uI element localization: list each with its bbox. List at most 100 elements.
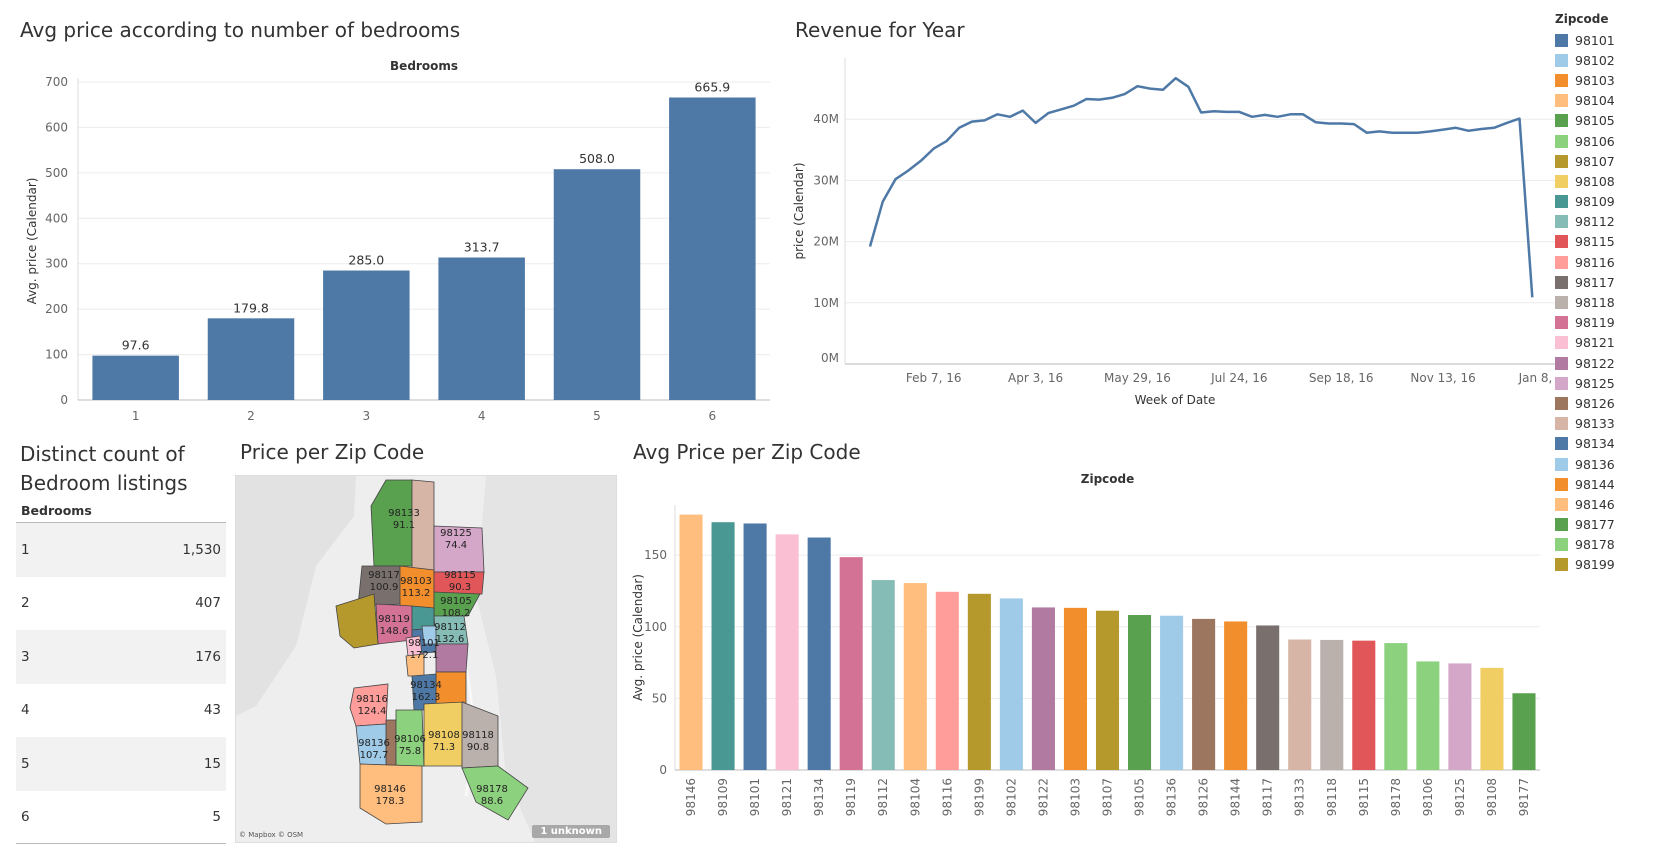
legend-item[interactable]: 98144 (1555, 474, 1667, 494)
map-region-98102 (421, 625, 437, 645)
map-region-zip-label: 98106 (394, 734, 426, 745)
bar-zip-98126 (1192, 618, 1216, 770)
x-tick-label: 98117 (1261, 778, 1275, 816)
x-tick-label: Apr 3, 16 (1008, 371, 1063, 385)
bar-value-label: 508.0 (579, 151, 615, 166)
legend-item[interactable]: 98106 (1555, 131, 1667, 151)
legend-item[interactable]: 98107 (1555, 151, 1667, 171)
legend-swatch (1555, 538, 1568, 552)
legend-label: 98144 (1575, 476, 1615, 492)
table-cell-bedrooms: 3 (21, 648, 30, 665)
table-cell-count: 176 (195, 648, 221, 665)
x-tick-label: 98177 (1517, 778, 1531, 816)
legend-item[interactable]: 98103 (1555, 70, 1667, 90)
bar-zip-98115 (1352, 640, 1376, 770)
legend-title: Zipcode (1555, 12, 1609, 26)
legend-label: 98126 (1575, 395, 1615, 411)
zip-map[interactable]: 98133 91.1 98125 74.4 98117 100.9 98103 113.2 98… (235, 475, 617, 843)
legend-item[interactable]: 98115 (1555, 232, 1667, 252)
y-tick-label: 100 (45, 348, 68, 362)
legend-item[interactable]: 98104 (1555, 91, 1667, 111)
bar-zip-98109 (711, 522, 735, 770)
legend-item[interactable]: 98118 (1555, 292, 1667, 312)
legend-item[interactable]: 98116 (1555, 252, 1667, 272)
revenue-series-line (868, 76, 1534, 298)
unknown-badge[interactable]: 1 unknown (532, 825, 610, 838)
zip-bar-chart: Zipcode 0 50 100 150 Avg. price (Calendar) 981… (631, 472, 1540, 816)
legend-item[interactable]: 98119 (1555, 313, 1667, 333)
legend-item[interactable]: 98108 (1555, 171, 1667, 191)
map-region-zip-label: 98133 (388, 508, 420, 519)
legend-swatch (1555, 154, 1568, 168)
x-tick-label: 98116 (940, 778, 954, 816)
bar-zip-98199 (967, 593, 991, 770)
legend-item[interactable]: 98109 (1555, 192, 1667, 212)
legend-swatch (1555, 195, 1568, 209)
legend-label: 98115 (1575, 234, 1615, 250)
map-region-value-label: 124.4 (358, 706, 387, 717)
map-region-zip-label: 98118 (462, 730, 494, 741)
legend-item[interactable]: 98122 (1555, 353, 1667, 373)
map-region-value-label: 90.3 (449, 582, 471, 593)
y-tick-label: 500 (45, 166, 68, 180)
legend-label: 98119 (1575, 315, 1615, 331)
legend-item[interactable]: 98178 (1555, 535, 1667, 555)
legend-item[interactable]: 98112 (1555, 212, 1667, 232)
bar-zip-98144 (1224, 621, 1248, 770)
legend-item[interactable]: 98125 (1555, 373, 1667, 393)
y-axis-label: price (Calendar) (792, 162, 806, 259)
legend-item[interactable]: 98177 (1555, 515, 1667, 535)
legend-swatch (1555, 53, 1568, 67)
legend-item[interactable]: 98121 (1555, 333, 1667, 353)
x-tick-label: 98134 (812, 778, 826, 816)
x-tick-label: 98136 (1165, 778, 1179, 816)
count-table-title-line2: Bedroom listings (20, 471, 188, 495)
table-cell-bedrooms: 1 (21, 541, 30, 558)
map-region-zip-label: 98105 (440, 596, 472, 607)
legend-item[interactable]: 98117 (1555, 272, 1667, 292)
legend-label: 98112 (1575, 214, 1615, 230)
legend-label: 98103 (1575, 72, 1615, 88)
legend-item[interactable]: 98105 (1555, 111, 1667, 131)
legend-swatch (1555, 316, 1568, 330)
map-region-value-label: 75.8 (399, 746, 421, 757)
table-row[interactable]: 4 43 (16, 684, 226, 738)
legend-item[interactable]: 98199 (1555, 555, 1667, 575)
revenue-line-chart: 0M 10M 20M 30M 40M Feb 7, 16 Apr 3, 16 May 29, … (792, 58, 1555, 407)
bar-bedrooms-6 (669, 97, 756, 400)
bar-value-label: 313.7 (464, 239, 500, 254)
legend-item[interactable]: 98101 (1555, 30, 1667, 50)
map-region-zip-label: 98112 (434, 622, 466, 633)
map-credit[interactable]: © Mapbox © OSM (239, 831, 304, 839)
map-region-value-label: 88.6 (481, 796, 503, 807)
bar-zip-98104 (903, 583, 927, 770)
x-tick-label: 3 (363, 409, 371, 423)
y-tick-label: 30M (813, 173, 839, 187)
bedrooms-chart-title: Avg price according to number of bedroom… (20, 18, 461, 42)
legend-item[interactable]: 98126 (1555, 393, 1667, 413)
legend-label: 98109 (1575, 194, 1615, 210)
legend-swatch (1555, 255, 1568, 269)
x-axis-label: Week of Date (1135, 393, 1216, 407)
table-row[interactable]: 2 407 (16, 577, 226, 631)
legend-swatch (1555, 396, 1568, 410)
table-row[interactable]: 3 176 (16, 630, 226, 684)
x-tick-label: 98199 (972, 778, 986, 816)
legend-swatch (1555, 114, 1568, 128)
legend-swatch (1555, 376, 1568, 390)
table-row[interactable]: 1 1,530 (16, 523, 226, 577)
legend-item[interactable]: 98146 (1555, 494, 1667, 514)
map-title: Price per Zip Code (240, 440, 425, 464)
legend-item[interactable]: 98102 (1555, 50, 1667, 70)
bar-value-label: 179.8 (233, 300, 269, 315)
map-region-zip-label: 98103 (400, 576, 432, 587)
legend-item[interactable]: 98133 (1555, 414, 1667, 434)
x-tick-label: 4 (478, 409, 486, 423)
table-row[interactable]: 5 15 (16, 737, 226, 791)
legend-item[interactable]: 98136 (1555, 454, 1667, 474)
legend-item[interactable]: 98134 (1555, 434, 1667, 454)
bar-zip-98102 (999, 598, 1023, 770)
map-region-zip-label: 98117 (368, 570, 400, 581)
x-tick-label: 98105 (1133, 778, 1147, 816)
